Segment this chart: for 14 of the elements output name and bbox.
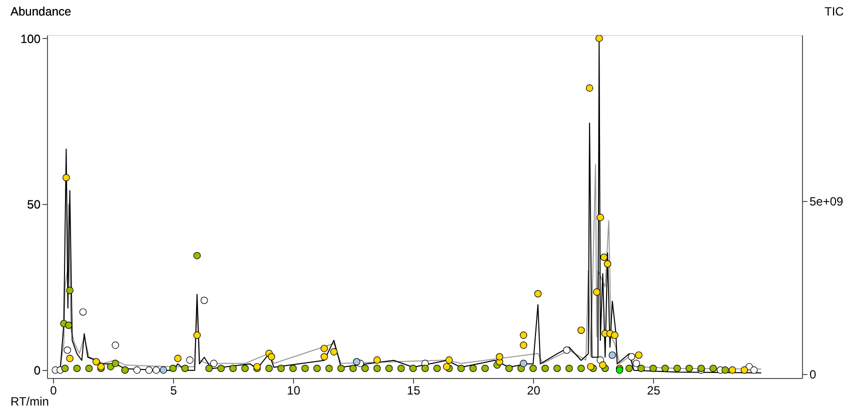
x-tick-label: 15 (406, 384, 421, 398)
y2-tick-label: 5e+09 (810, 194, 844, 208)
y-tick-label: 0 (34, 364, 41, 378)
y-tick-label: 50 (27, 198, 41, 212)
x-tick-label: 25 (646, 384, 661, 398)
y-axis-title: Abundance (10, 4, 72, 18)
x-tick-label: 0 (50, 384, 58, 398)
y-tick-label: 100 (20, 32, 41, 46)
x-tick-label: 20 (526, 384, 541, 398)
y2-axis-title: TIC (824, 4, 844, 18)
y2-tick-label: 0 (810, 367, 816, 382)
x-tick-label: 10 (286, 384, 301, 398)
x-axis-title: RT/min (10, 394, 49, 408)
x-tick-label: 5 (170, 384, 178, 398)
